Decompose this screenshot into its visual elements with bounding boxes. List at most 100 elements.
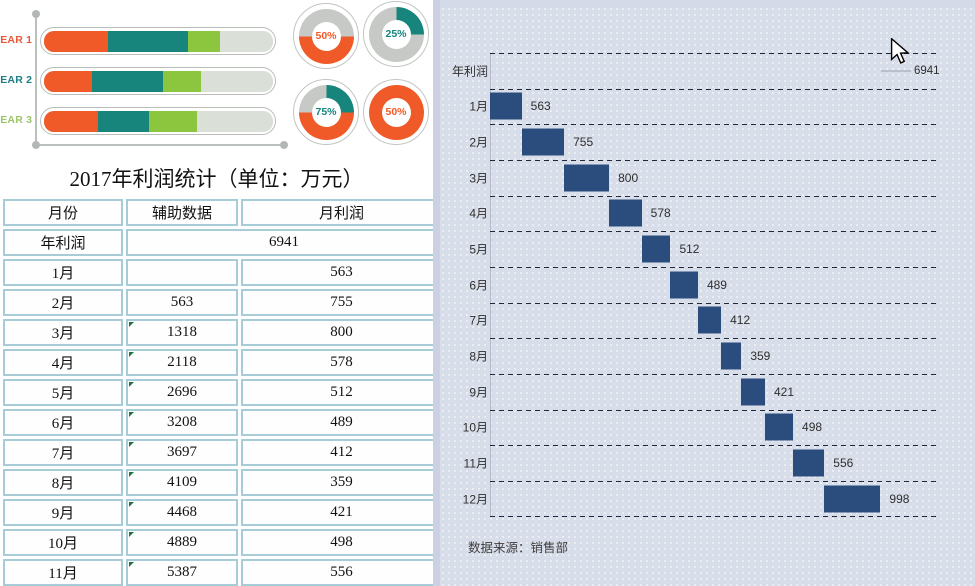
cell-month[interactable]: 4月 — [3, 349, 123, 376]
table-row: 5月 2696 512 — [3, 379, 433, 406]
bar-value-label: 563 — [530, 99, 551, 114]
bar-value-label: 998 — [889, 491, 910, 506]
cell-profit[interactable]: 512 — [241, 379, 433, 406]
mouse-cursor-icon — [890, 38, 910, 64]
waterfall-bar[interactable] — [490, 92, 522, 120]
col-header-profit[interactable]: 月利润 — [241, 199, 433, 226]
waterfall-bar[interactable] — [697, 306, 722, 334]
chart-gridline — [490, 373, 940, 375]
waterfall-bar[interactable] — [824, 485, 881, 513]
cell-profit[interactable]: 489 — [241, 409, 433, 436]
table-row: 4月 2118 578 — [3, 349, 433, 376]
cell-month[interactable]: 3月 — [3, 319, 123, 346]
chart-category-label: 6月 — [469, 278, 488, 293]
cell-aux[interactable] — [126, 259, 238, 286]
cell-month[interactable]: 11月 — [3, 559, 123, 586]
bar-value-label: 556 — [833, 455, 854, 470]
table-row: 11月 5387 556 — [3, 559, 433, 586]
bar-segment-orange — [43, 30, 108, 52]
cell-profit[interactable]: 412 — [241, 439, 433, 466]
waterfall-bar[interactable] — [765, 413, 793, 441]
waterfall-bar[interactable] — [670, 271, 698, 299]
waterfall-bar[interactable] — [793, 449, 825, 477]
cell-aux[interactable]: 4889 — [126, 529, 238, 556]
chart-category-label: 10月 — [462, 420, 488, 435]
cell-profit[interactable]: 421 — [241, 499, 433, 526]
cell-profit[interactable]: 498 — [241, 529, 433, 556]
cell-aux[interactable]: 2118 — [126, 349, 238, 376]
bar-segment-teal — [98, 110, 149, 132]
bar-value-label: 412 — [730, 313, 751, 328]
chart-gridline — [490, 338, 940, 340]
chart-gridline — [490, 88, 940, 90]
cell-month[interactable]: 9月 — [3, 499, 123, 526]
chart-gridline — [490, 480, 940, 482]
donut-percent-label: 25% — [381, 19, 411, 49]
cell-total-value[interactable]: 6941 — [126, 229, 433, 256]
cell-month[interactable]: 2月 — [3, 289, 123, 316]
percent-donut: 75% — [293, 79, 359, 145]
bar-segment-green — [148, 110, 197, 132]
total-bar-line[interactable] — [881, 70, 911, 72]
cell-profit[interactable]: 578 — [241, 349, 433, 376]
data-source-note: 数据来源：销售部 — [468, 541, 569, 555]
cell-profit[interactable]: 755 — [241, 289, 433, 316]
cell-month[interactable]: 6月 — [3, 409, 123, 436]
bar-value-label: 489 — [706, 277, 727, 292]
cell-aux[interactable]: 3208 — [126, 409, 238, 436]
waterfall-bar[interactable] — [721, 342, 742, 370]
cell-aux[interactable]: 4468 — [126, 499, 238, 526]
col-header-month[interactable]: 月份 — [3, 199, 123, 226]
cell-aux[interactable]: 563 — [126, 289, 238, 316]
waterfall-bar[interactable] — [564, 164, 610, 192]
cell-aux[interactable]: 3697 — [126, 439, 238, 466]
year-progress-infographic: YEAR 1 YEAR 2 YEAR 3 50% 25% 75% 50% — [0, 0, 433, 163]
waterfall-bar[interactable] — [521, 128, 565, 156]
formula-warning-icon — [129, 382, 134, 387]
waterfall-bar[interactable] — [641, 235, 671, 263]
bar-segment-teal — [91, 70, 163, 92]
chart-category-label: 2月 — [469, 135, 488, 150]
cell-month[interactable]: 10月 — [3, 529, 123, 556]
cell-profit[interactable]: 359 — [241, 469, 433, 496]
year-capsule-bar — [40, 107, 276, 135]
cell-month[interactable]: 8月 — [3, 469, 123, 496]
percent-donut: 50% — [293, 3, 359, 69]
cell-aux[interactable]: 2696 — [126, 379, 238, 406]
cell-month[interactable]: 1月 — [3, 259, 123, 286]
chart-category-label: 8月 — [469, 349, 488, 364]
cell-month[interactable]: 5月 — [3, 379, 123, 406]
cell-profit[interactable]: 800 — [241, 319, 433, 346]
cell-profit[interactable]: 563 — [241, 259, 433, 286]
chart-category-axis — [490, 53, 491, 517]
cell-aux[interactable]: 4109 — [126, 469, 238, 496]
cell-total-label[interactable]: 年利润 — [3, 229, 123, 256]
cell-aux[interactable]: 5387 — [126, 559, 238, 586]
cell-month[interactable]: 7月 — [3, 439, 123, 466]
formula-warning-icon — [129, 562, 134, 567]
waterfall-chart[interactable]: 年利润 6941 1月 563 2月 755 3月 800 4月 578 5月 512 6月 489 7月 4… — [440, 0, 975, 586]
formula-warning-icon — [129, 532, 134, 537]
table-row: 6月 3208 489 — [3, 409, 433, 436]
chart-gridline — [490, 124, 940, 126]
col-header-aux[interactable]: 辅助数据 — [126, 199, 238, 226]
cell-aux[interactable]: 1318 — [126, 319, 238, 346]
bar-segment-orange — [43, 70, 92, 92]
formula-warning-icon — [129, 472, 134, 477]
waterfall-bar[interactable] — [609, 199, 642, 227]
bar-value-label: 755 — [573, 135, 594, 150]
header-row: 月份 辅助数据 月利润 — [3, 199, 433, 226]
formula-warning-icon — [129, 412, 134, 417]
bar-segment-green — [162, 70, 202, 92]
bar-value-label: 359 — [750, 349, 771, 364]
cell-profit[interactable]: 556 — [241, 559, 433, 586]
bar-segment-teal — [107, 30, 188, 52]
waterfall-bar[interactable] — [741, 378, 765, 406]
total-value-label: 6941 — [914, 64, 940, 77]
bar-segment-green — [187, 30, 220, 52]
formula-warning-icon — [129, 442, 134, 447]
chart-gridline — [490, 445, 940, 447]
chart-gridline — [490, 159, 940, 161]
percent-donut: 50% — [363, 79, 429, 145]
chart-top-margin — [440, 0, 975, 8]
